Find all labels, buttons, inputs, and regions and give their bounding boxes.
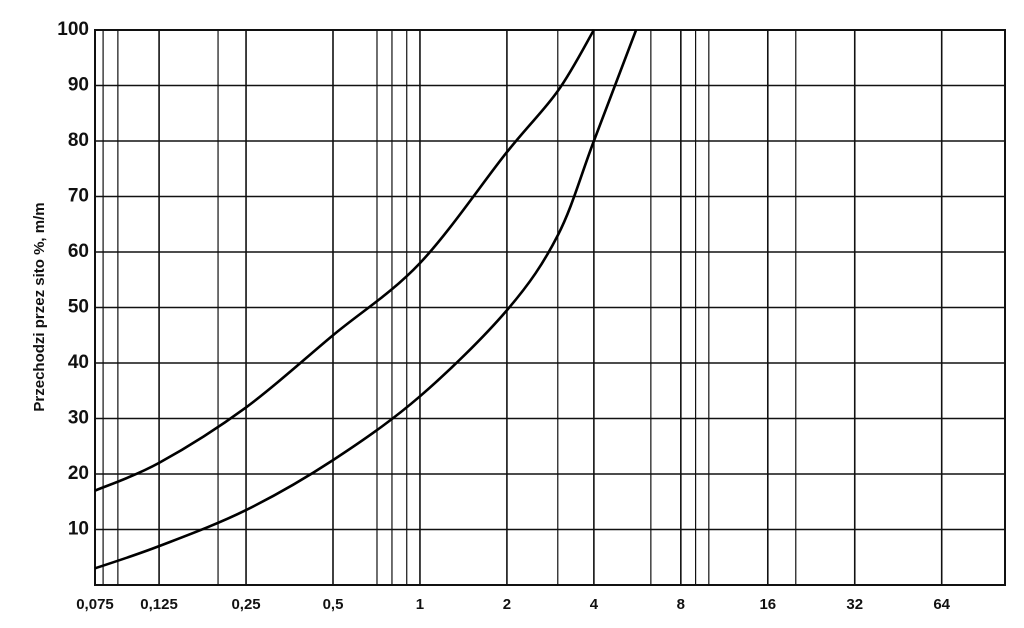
x-tick-label: 32 <box>846 596 863 613</box>
x-tick-label: 0,25 <box>231 596 260 613</box>
x-tick-label: 0,125 <box>140 596 178 613</box>
y-tick-label: 90 <box>68 75 89 96</box>
y-tick-label: 50 <box>68 297 89 318</box>
x-tick-label: 64 <box>933 596 950 613</box>
y-tick-label: 60 <box>68 241 89 262</box>
x-tick-label: 0,075 <box>76 596 114 613</box>
grading-curve <box>94 29 638 570</box>
y-tick-label: 10 <box>68 519 89 540</box>
y-tick-label: 80 <box>68 130 89 151</box>
x-tick-label: 2 <box>503 596 511 613</box>
y-tick-label: 30 <box>68 408 89 429</box>
grading-curve <box>94 29 595 492</box>
x-tick-label: 0,5 <box>323 596 344 613</box>
y-tick-label: 70 <box>68 186 89 207</box>
y-tick-label: 40 <box>68 352 89 373</box>
y-axis-label: Przechodzi przez sito %, m/m <box>31 202 48 411</box>
x-tick-label: 4 <box>590 596 599 613</box>
y-tick-label: 20 <box>68 463 89 484</box>
x-tick-label: 1 <box>416 596 424 613</box>
y-tick-label: 100 <box>57 19 89 40</box>
x-tick-label: 16 <box>759 596 776 613</box>
x-tick-label: 8 <box>677 596 685 613</box>
